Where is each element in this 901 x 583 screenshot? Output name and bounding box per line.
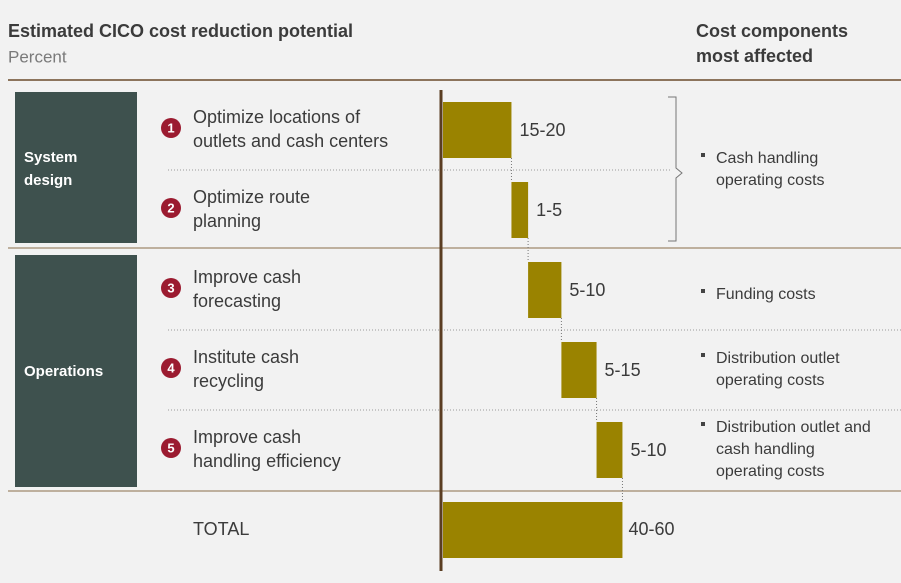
item-number: 1: [167, 120, 174, 135]
item-label: Optimize locations of: [193, 107, 361, 127]
item-badge: [161, 278, 181, 298]
item-label: Improve cash: [193, 427, 301, 447]
value-label: 5-10: [630, 440, 666, 460]
component-text: operating costs: [716, 463, 825, 480]
component-text: operating costs: [716, 172, 825, 189]
bullet: [701, 353, 705, 357]
item-label: planning: [193, 211, 261, 231]
component-text: Distribution outlet: [716, 350, 840, 367]
item-label: Optimize route: [193, 187, 310, 207]
bullet: [701, 422, 705, 426]
bullet: [701, 153, 705, 157]
value-label: 40-60: [628, 519, 674, 539]
group-label: design: [24, 172, 72, 189]
bracket: [668, 96, 683, 242]
bar: [596, 422, 623, 478]
right-header: Cost components: [696, 21, 848, 41]
item-label: Improve cash: [193, 267, 301, 287]
bullet: [701, 289, 705, 293]
item-number: 4: [167, 360, 175, 375]
subtitle: Percent: [8, 47, 67, 66]
item-badge: [161, 438, 181, 458]
right-header: most affected: [696, 46, 813, 66]
bar: [561, 342, 597, 398]
total-label: TOTAL: [193, 519, 249, 539]
bar: [511, 182, 529, 238]
item-label: forecasting: [193, 291, 281, 311]
value-label: 15-20: [519, 120, 565, 140]
item-label: Institute cash: [193, 347, 299, 367]
group-box: [15, 92, 137, 243]
component-text: operating costs: [716, 372, 825, 389]
item-label: outlets and cash centers: [193, 131, 388, 151]
component-text: Cash handling: [716, 150, 818, 167]
group-label: Operations: [24, 363, 103, 380]
item-number: 2: [167, 200, 174, 215]
value-label: 5-15: [605, 360, 641, 380]
component-text: Funding costs: [716, 286, 816, 303]
bar: [443, 102, 512, 158]
chart-title: Estimated CICO cost reduction potential: [8, 21, 353, 41]
value-label: 1-5: [536, 200, 562, 220]
total-bar: [443, 502, 623, 558]
bar: [528, 262, 562, 318]
item-label: recycling: [193, 371, 264, 391]
item-badge: [161, 198, 181, 218]
item-badge: [161, 118, 181, 138]
group-label: System: [24, 149, 77, 166]
item-badge: [161, 358, 181, 378]
component-text: cash handling: [716, 441, 815, 458]
component-text: Distribution outlet and: [716, 419, 871, 436]
item-label: handling efficiency: [193, 451, 341, 471]
value-label: 5-10: [569, 280, 605, 300]
item-number: 3: [167, 280, 174, 295]
group-box: [15, 255, 137, 487]
item-number: 5: [167, 440, 174, 455]
